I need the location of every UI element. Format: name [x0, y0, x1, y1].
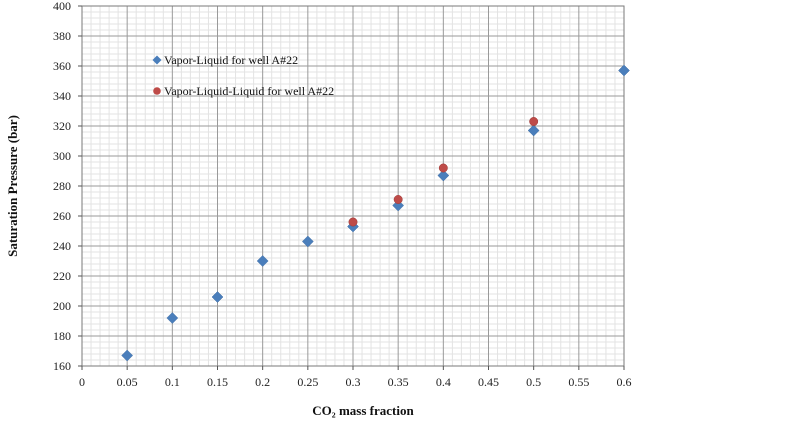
x-tick-label: 0.5: [526, 375, 541, 389]
x-tick-label: 0.2: [255, 375, 270, 389]
y-tick-label: 360: [53, 59, 71, 73]
y-tick-label: 180: [53, 329, 71, 343]
diamond-point: [527, 124, 540, 137]
x-tick-label: 0.3: [346, 375, 361, 389]
x-tick-label: 0.6: [617, 375, 632, 389]
x-tick-label: 0.15: [207, 375, 228, 389]
y-tick-label: 200: [53, 299, 71, 313]
y-tick-label: 280: [53, 179, 71, 193]
y-axis-title: Saturation Pressure (bar): [5, 115, 20, 257]
x-tick-label: 0.05: [117, 375, 138, 389]
y-tick-label: 380: [53, 29, 71, 43]
diamond-point: [301, 235, 314, 248]
x-tick-label: 0.25: [297, 375, 318, 389]
y-tick-label: 240: [53, 239, 71, 253]
legend: Vapor-Liquid for well A#22 Vapor-Liquid-L…: [152, 53, 334, 98]
x-axis-ticks: 0 0.05 0.1 0.15 0.2 0.25 0.3 0.35 0.4 0.45 0.5 0.55…: [79, 366, 632, 389]
legend-label: Vapor-Liquid for well A#22: [164, 53, 298, 67]
x-tick-label: 0.1: [165, 375, 180, 389]
x-axis-title: CO₂ mass fraction: [312, 403, 414, 418]
y-tick-label: 320: [53, 119, 71, 133]
diamond-point: [437, 169, 450, 182]
legend-circle-marker: [153, 87, 161, 95]
data-points: [121, 64, 630, 362]
x-tick-label: 0.4: [436, 375, 451, 389]
circle-point: [438, 163, 448, 173]
diamond-point: [121, 349, 134, 362]
x-tick-label: 0: [79, 375, 85, 389]
circle-point: [348, 217, 358, 227]
grid: [81, 5, 625, 367]
y-tick-label: 260: [53, 209, 71, 223]
x-tick-label: 0.35: [388, 375, 409, 389]
diamond-point: [256, 255, 269, 267]
diamond-point: [166, 312, 179, 324]
y-tick-label: 400: [53, 0, 71, 13]
legend-label: Vapor-Liquid-Liquid for well A#22: [164, 84, 334, 98]
diamond-point: [211, 291, 224, 303]
x-tick-label: 0.55: [568, 375, 589, 389]
legend-diamond-marker: [152, 55, 162, 65]
circle-point: [393, 195, 403, 204]
y-axis-ticks: 160 180 200 220 240 260 280 300 320 340 360 380 400: [53, 0, 82, 373]
diamond-point: [618, 64, 630, 77]
y-tick-label: 160: [53, 359, 71, 373]
y-tick-label: 300: [53, 149, 71, 163]
x-tick-label: 0.45: [478, 375, 499, 389]
y-tick-label: 220: [53, 269, 71, 283]
y-tick-label: 340: [53, 89, 71, 103]
circle-point: [529, 117, 539, 126]
